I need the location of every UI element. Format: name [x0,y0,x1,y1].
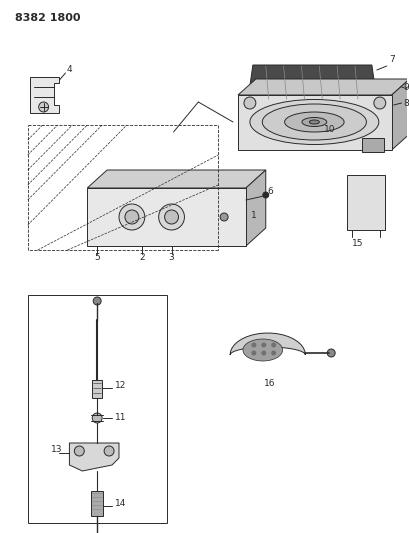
Text: 11: 11 [115,414,126,423]
Text: 5: 5 [94,254,100,262]
Text: 13: 13 [51,446,62,455]
Polygon shape [229,333,305,355]
Circle shape [373,97,385,109]
Ellipse shape [301,117,326,126]
Circle shape [220,213,227,221]
Circle shape [251,351,256,356]
Circle shape [326,349,335,357]
Text: 7: 7 [389,55,395,64]
Circle shape [119,204,144,230]
Circle shape [158,204,184,230]
Text: 9: 9 [402,83,408,92]
Ellipse shape [249,100,378,144]
Text: 16: 16 [263,378,275,387]
Text: 3: 3 [168,254,174,262]
Circle shape [261,351,265,356]
Text: 10: 10 [323,125,334,134]
Text: 4: 4 [66,66,72,75]
Text: 8382 1800: 8382 1800 [15,13,80,23]
Polygon shape [361,138,383,152]
FancyBboxPatch shape [92,380,102,398]
Polygon shape [69,443,119,471]
Circle shape [125,210,139,224]
Circle shape [104,446,114,456]
Polygon shape [247,65,376,100]
Circle shape [271,351,276,356]
Text: 6: 6 [267,188,273,197]
Text: 12: 12 [115,381,126,390]
Polygon shape [237,79,409,95]
FancyBboxPatch shape [91,491,103,516]
Ellipse shape [309,120,319,124]
Circle shape [271,343,276,348]
Polygon shape [87,188,245,246]
Ellipse shape [262,104,366,140]
Polygon shape [391,79,409,150]
Circle shape [92,413,102,423]
Circle shape [261,343,265,348]
Polygon shape [30,77,59,113]
Circle shape [164,210,178,224]
Polygon shape [237,95,391,150]
Circle shape [262,192,268,198]
Circle shape [243,97,255,109]
Circle shape [74,446,84,456]
Text: 15: 15 [351,238,363,247]
Polygon shape [346,175,384,230]
Text: 8: 8 [402,99,408,108]
Circle shape [93,297,101,305]
Polygon shape [87,170,265,188]
Circle shape [38,102,49,112]
Text: 14: 14 [115,498,126,507]
Circle shape [251,343,256,348]
Ellipse shape [243,339,282,361]
Text: 1: 1 [250,212,256,221]
Polygon shape [245,170,265,246]
Text: 2: 2 [139,254,144,262]
Ellipse shape [284,112,343,132]
